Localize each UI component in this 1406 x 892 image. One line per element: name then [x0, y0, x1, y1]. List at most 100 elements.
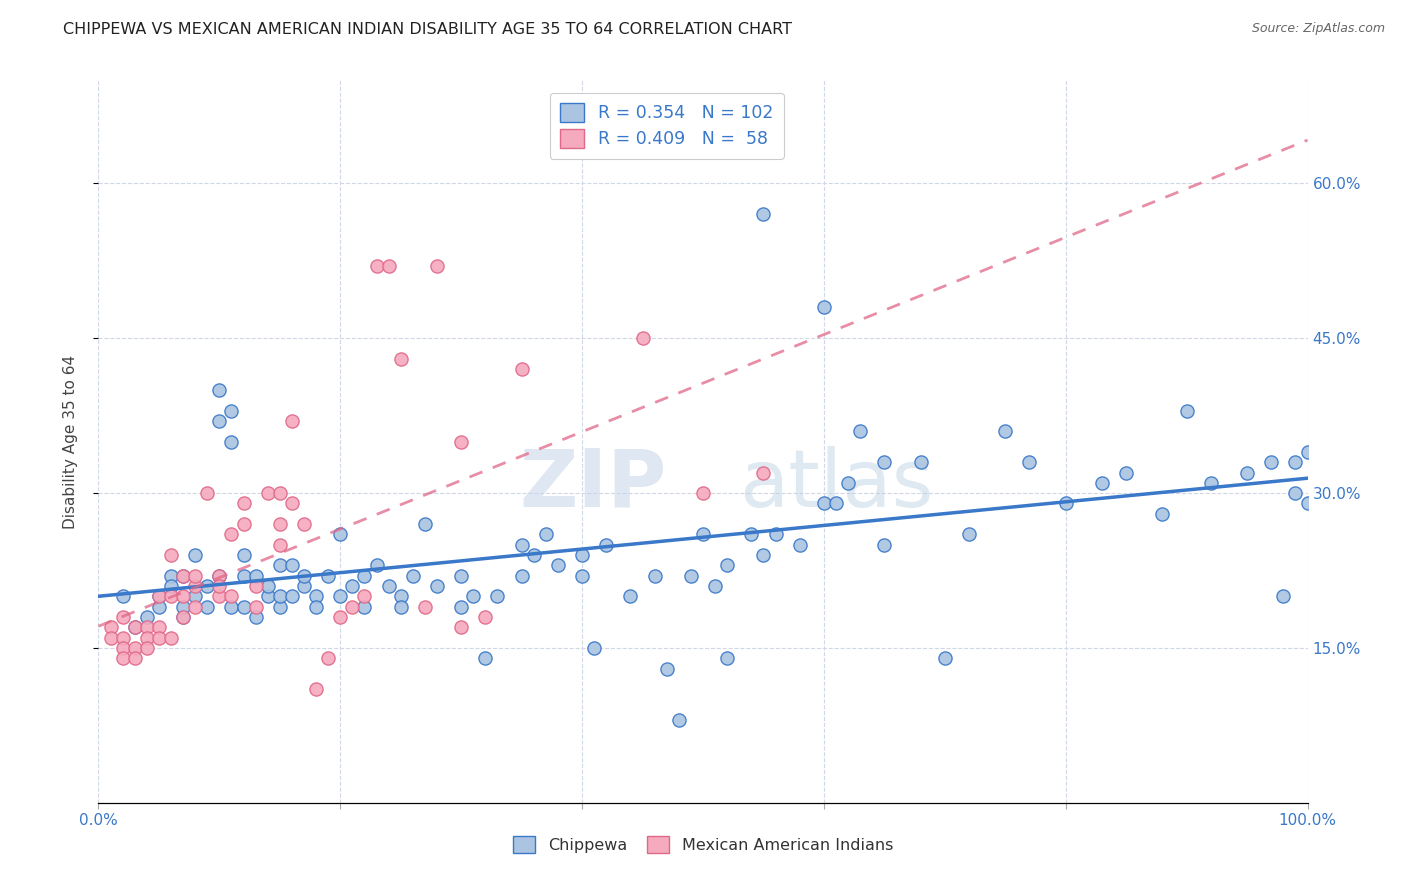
Point [281, 558, 304, 573]
Point [184, 579, 207, 593]
Point [245, 610, 267, 624]
Point [172, 568, 194, 582]
Point [716, 651, 738, 665]
Point [813, 301, 835, 315]
Point [160, 579, 183, 593]
Point [281, 414, 304, 428]
Point [316, 568, 339, 582]
Point [281, 496, 304, 510]
Point [256, 579, 278, 593]
Point [135, 610, 157, 624]
Point [583, 640, 606, 655]
Point [1296, 445, 1319, 459]
Point [111, 590, 134, 604]
Point [873, 538, 896, 552]
Point [994, 424, 1017, 438]
Point [269, 590, 291, 604]
Point [292, 568, 315, 582]
Point [366, 558, 388, 573]
Point [389, 599, 412, 614]
Point [256, 486, 278, 500]
Point [160, 568, 183, 582]
Point [837, 475, 859, 490]
Point [208, 383, 231, 397]
Point [111, 631, 134, 645]
Point [111, 640, 134, 655]
Point [366, 259, 388, 273]
Point [305, 599, 328, 614]
Point [353, 599, 375, 614]
Point [389, 590, 412, 604]
Point [1152, 507, 1174, 521]
Point [1054, 496, 1077, 510]
Point [571, 548, 593, 562]
Point [1199, 475, 1222, 490]
Point [256, 590, 278, 604]
Point [195, 486, 218, 500]
Point [353, 590, 375, 604]
Point [474, 651, 496, 665]
Point [668, 713, 690, 727]
Point [571, 568, 593, 582]
Point [752, 548, 775, 562]
Point [172, 568, 194, 582]
Point [269, 558, 291, 573]
Point [740, 527, 762, 541]
Point [474, 610, 496, 624]
Point [148, 590, 170, 604]
Point [124, 640, 146, 655]
Point [1272, 590, 1295, 604]
Point [124, 620, 146, 634]
Point [195, 599, 218, 614]
Point [232, 548, 254, 562]
Point [910, 455, 932, 469]
Point [1260, 455, 1282, 469]
Point [353, 568, 375, 582]
Point [184, 590, 207, 604]
Point [377, 259, 399, 273]
Point [873, 455, 896, 469]
Legend: Chippewa, Mexican American Indians: Chippewa, Mexican American Indians [506, 830, 900, 860]
Point [644, 568, 666, 582]
Point [957, 527, 980, 541]
Point [221, 590, 243, 604]
Point [160, 548, 183, 562]
Point [148, 620, 170, 634]
Point [208, 590, 231, 604]
Point [292, 517, 315, 532]
Point [172, 599, 194, 614]
Point [813, 496, 835, 510]
Point [100, 620, 122, 634]
Point [510, 568, 533, 582]
Point [1091, 475, 1114, 490]
Point [825, 496, 848, 510]
Point [269, 486, 291, 500]
Point [135, 620, 157, 634]
Point [245, 568, 267, 582]
Point [486, 590, 509, 604]
Point [450, 568, 472, 582]
Point [765, 527, 787, 541]
Point [631, 331, 654, 345]
Point [221, 434, 243, 449]
Point [450, 599, 472, 614]
Point [305, 682, 328, 697]
Point [463, 590, 485, 604]
Point [172, 590, 194, 604]
Point [292, 579, 315, 593]
Point [135, 631, 157, 645]
Point [184, 548, 207, 562]
Point [752, 466, 775, 480]
Point [329, 527, 352, 541]
Point [184, 599, 207, 614]
Point [534, 527, 557, 541]
Text: ZIP: ZIP [519, 446, 666, 524]
Point [232, 568, 254, 582]
Point [221, 527, 243, 541]
Point [208, 568, 231, 582]
Point [160, 590, 183, 604]
Point [269, 517, 291, 532]
Point [1115, 466, 1137, 480]
Point [619, 590, 641, 604]
Point [1284, 486, 1306, 500]
